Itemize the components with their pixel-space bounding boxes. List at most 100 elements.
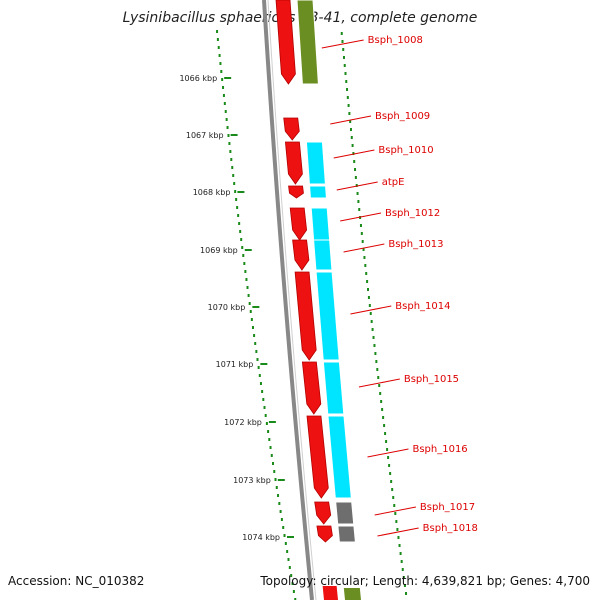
gene-leader-line: [330, 115, 372, 125]
gene-label: Bsph_1012: [385, 208, 440, 219]
kbp-tick-label: 1073 kbp: [233, 476, 271, 485]
ruler-dot: [273, 470, 276, 473]
outer-ring-dot: [378, 384, 381, 387]
ruler-dot: [222, 86, 225, 89]
gene-arrow: [306, 415, 329, 499]
outer-ring-dot: [390, 480, 393, 483]
ruler-dot: [259, 382, 262, 385]
ruler-dot: [261, 390, 264, 393]
outer-ring-dot: [374, 352, 377, 355]
ruler-dot: [258, 374, 261, 377]
gene-label: Bsph_1009: [375, 111, 430, 122]
ruler-dot: [286, 550, 289, 553]
outer-ring-dot: [372, 336, 375, 339]
gene-arrow: [275, 0, 296, 85]
outer-ring-dot: [346, 88, 349, 91]
outer-ring-dot: [385, 440, 388, 443]
gene-label: Bsph_1014: [395, 301, 450, 312]
ruler-dot: [228, 142, 231, 145]
outer-ring-dot: [343, 64, 346, 67]
cog-block: [322, 361, 345, 415]
gene-label: Bsph_1017: [420, 502, 475, 513]
outer-ring-dot: [393, 504, 396, 507]
ruler-dot: [280, 518, 283, 521]
ruler-dot: [244, 270, 247, 273]
outer-ring-dot: [368, 304, 371, 307]
ruler-dot: [234, 190, 237, 193]
outer-ring-dot: [367, 296, 370, 299]
cog-block: [315, 271, 340, 361]
gene-label: Bsph_1008: [368, 35, 423, 46]
ruler-dot: [254, 342, 257, 345]
outer-ring-dot: [389, 472, 392, 475]
gene-label: Bsph_1013: [388, 239, 443, 250]
ruler-dot: [247, 294, 250, 297]
outer-ring-dot: [349, 128, 352, 131]
gene-label: atpE: [382, 177, 405, 188]
outer-ring-dot: [344, 72, 347, 75]
outer-ring-dot: [392, 496, 395, 499]
ruler-dot: [265, 422, 268, 425]
gene-leader-line: [340, 212, 382, 222]
ruler-dot: [227, 134, 230, 137]
outer-ring-dot: [405, 592, 408, 595]
cog-block: [335, 501, 355, 525]
gene-arrow: [301, 361, 322, 415]
gene-arrow: [316, 525, 333, 543]
ruler-dot: [277, 494, 280, 497]
kbp-tick-label: 1069 kbp: [200, 246, 238, 255]
gene-arrow: [284, 141, 303, 185]
outer-ring-dot: [357, 200, 360, 203]
outer-ring-dot: [348, 112, 351, 115]
outer-ring-dot: [341, 40, 344, 43]
gene-arrow: [288, 185, 304, 199]
outer-ring-dot: [376, 368, 379, 371]
outer-ring-dot: [395, 520, 398, 523]
ruler-dot: [290, 574, 293, 577]
outer-ring-dot: [402, 576, 405, 579]
ruler-dot: [264, 414, 267, 417]
ruler-dot: [253, 334, 256, 337]
outer-ring-dot: [354, 168, 357, 171]
outer-ring-dot: [399, 552, 402, 555]
cog-block: [313, 239, 333, 271]
ruler-dot: [262, 398, 265, 401]
ruler-dot: [267, 430, 270, 433]
ruler-dot: [220, 70, 223, 73]
ruler-dot: [245, 278, 248, 281]
outer-ring-dot: [345, 80, 348, 83]
ruler-dot: [256, 358, 259, 361]
ruler-dot: [235, 198, 238, 201]
outer-ring-dot: [342, 48, 345, 51]
outer-ring-dot: [363, 256, 366, 259]
outer-ring-dot: [356, 192, 359, 195]
gene-leader-line: [367, 448, 409, 458]
ruler-dot: [230, 158, 233, 161]
gene-arrow: [314, 501, 332, 525]
gene-label: Bsph_1018: [423, 523, 478, 534]
kbp-tick-label: 1071 kbp: [216, 360, 254, 369]
outer-ring-dot: [362, 248, 365, 251]
cog-block: [327, 415, 352, 499]
ruler-dot: [249, 310, 252, 313]
outer-ring-dot: [347, 104, 350, 107]
ruler-dot: [236, 206, 239, 209]
ruler-dot: [287, 558, 290, 561]
outer-ring-dot: [383, 424, 386, 427]
gene-label: Bsph_1015: [404, 374, 459, 385]
cog-block: [337, 525, 356, 543]
kbp-tick-label: 1066 kbp: [179, 74, 217, 83]
outer-ring-dot: [387, 456, 390, 459]
outer-ring-dot: [352, 152, 355, 155]
gene-arrow: [294, 271, 317, 361]
outer-ring-dot: [361, 240, 364, 243]
gene-labels: Bsph_1008 Bsph_1009 Bsph_1010 atpE Bsph_1012…: [321, 35, 478, 537]
ruler-dot: [237, 214, 240, 217]
ruler-dot: [233, 182, 236, 185]
outer-ring-dot: [350, 136, 353, 139]
outer-ring-dot: [381, 408, 384, 411]
outer-ring-dot: [401, 568, 404, 571]
ruler-dot: [275, 486, 278, 489]
